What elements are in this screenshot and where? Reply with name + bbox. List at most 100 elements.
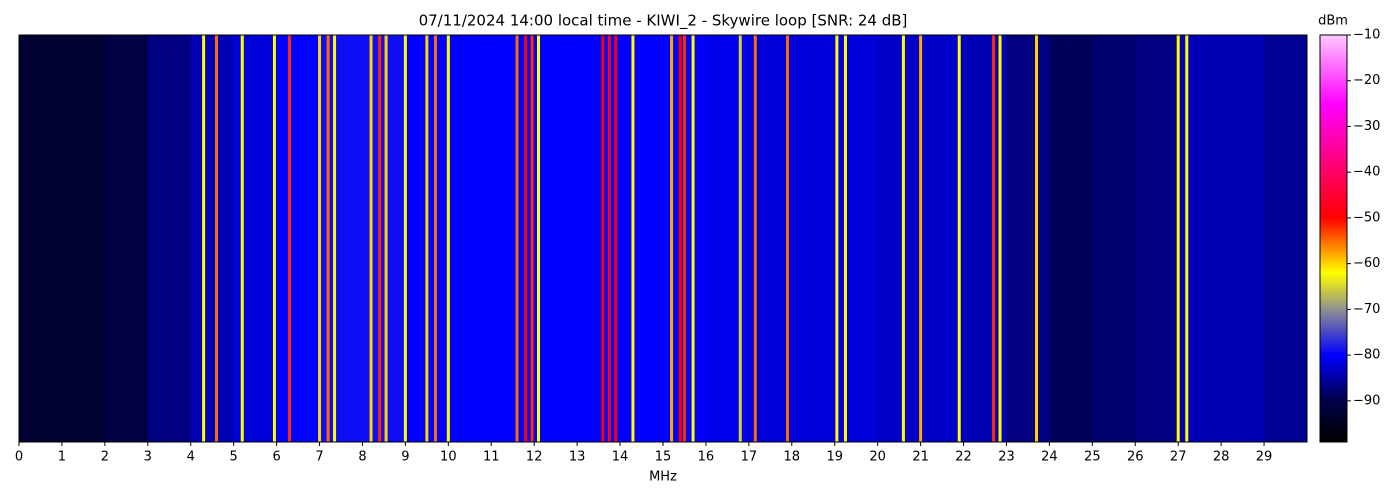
x-tick-label: 21 [912,450,929,465]
colorbar-label: dBm [1318,14,1348,29]
signal-line [433,35,437,442]
signal-line [835,35,839,442]
x-tick-label: 22 [955,450,972,465]
signal-line [287,35,291,442]
x-tick-label: 13 [569,450,586,465]
signal-line [957,35,961,442]
noise-floor-cell [491,35,535,442]
signal-line [1185,35,1189,442]
noise-floor-cell [1221,35,1265,442]
x-tick-label: 3 [144,450,152,465]
x-tick-label: 10 [440,450,457,465]
x-tick-label: 8 [358,450,366,465]
signal-line [682,35,686,442]
signal-line [901,35,905,442]
signal-line [318,35,322,442]
signal-line [536,35,540,442]
noise-floor-cell [705,35,750,442]
signal-line [369,35,373,442]
noise-floor-cell [276,35,321,442]
x-tick-label: 16 [698,450,715,465]
signal-line [843,35,847,442]
noise-floor-cell [362,35,406,442]
noise-floor-cell [19,35,63,442]
signal-line [992,35,996,442]
x-tick-label: 18 [784,450,801,465]
signal-line [614,35,618,442]
signal-line [446,35,450,442]
x-tick-label: 29 [1256,450,1273,465]
signal-line [670,35,674,442]
x-tick-label: 28 [1213,450,1230,465]
chart-title: 07/11/2024 14:00 local time - KIWI_2 - S… [419,12,908,31]
signal-line [678,35,682,442]
x-tick-label: 1 [58,450,66,465]
plot-area [19,35,1308,442]
x-tick-label: 5 [230,450,238,465]
signal-line [738,35,742,442]
colorbar-tick-label: −90 [1353,393,1380,408]
noise-floor-cell [577,35,621,442]
x-tick-label: 15 [655,450,672,465]
colorbar-tick-label: −10 [1353,28,1380,43]
x-tick-label: 26 [1127,450,1144,465]
noise-floor-cell [920,35,965,442]
signal-line [202,35,206,442]
noise-floor-cell [448,35,492,442]
x-tick-label: 27 [1170,450,1187,465]
x-tick-label: 11 [483,450,500,465]
x-tick-label: 25 [1084,450,1101,465]
noise-floor-cell [319,35,363,442]
noise-floor-cell [620,35,664,442]
noise-floor-cell [147,35,192,442]
noise-floor-cell [1178,35,1222,442]
x-tick-label: 24 [1041,450,1058,465]
noise-floor-cell [104,35,149,442]
x-tick-label: 12 [526,450,543,465]
signal-line [240,35,244,442]
signal-line [272,35,276,442]
signal-line [326,35,330,442]
noise-floor-cell [61,35,106,442]
x-axis-label: MHz [649,470,677,485]
signal-line [515,35,519,442]
signal-line [530,35,534,442]
colorbar-tick-label: −50 [1353,210,1380,225]
signal-line [1176,35,1180,442]
signal-line [786,35,790,442]
noise-floor-cell [534,35,578,442]
signal-line [919,35,923,442]
colorbar-tick-label: −70 [1353,302,1380,317]
x-tick-label: 17 [741,450,758,465]
x-tick-label: 6 [272,450,280,465]
x-tick-label: 23 [998,450,1015,465]
noise-floor-cell [1092,35,1136,442]
colorbar-tick-label: −60 [1353,256,1380,271]
colorbar-tick-label: −20 [1353,73,1380,88]
noise-floor-cell [1264,35,1308,442]
noise-floor-cell [877,35,922,442]
signal-line [384,35,388,442]
x-tick-label: 19 [826,450,843,465]
signal-line [601,35,605,442]
signal-line [1035,35,1039,442]
noise-floor-cell [190,35,235,442]
x-tick-label: 9 [401,450,409,465]
colorbar-tick-label: −80 [1353,348,1380,363]
colorbar-tick-label: −30 [1353,119,1380,134]
colorbar-tick-label: −40 [1353,165,1380,180]
noise-floor-cell [791,35,836,442]
noise-floor-cell [1135,35,1179,442]
x-tick-label: 7 [315,450,323,465]
signal-line [214,35,218,442]
signal-line [425,35,429,442]
noise-floor-cell [1049,35,1093,442]
signal-line [333,35,337,442]
x-tick-label: 20 [869,450,886,465]
noise-floor-cell [233,35,278,442]
x-tick-label: 14 [612,450,629,465]
signal-line [607,35,611,442]
x-tick-label: 4 [187,450,195,465]
noise-floor-cell [834,35,879,442]
